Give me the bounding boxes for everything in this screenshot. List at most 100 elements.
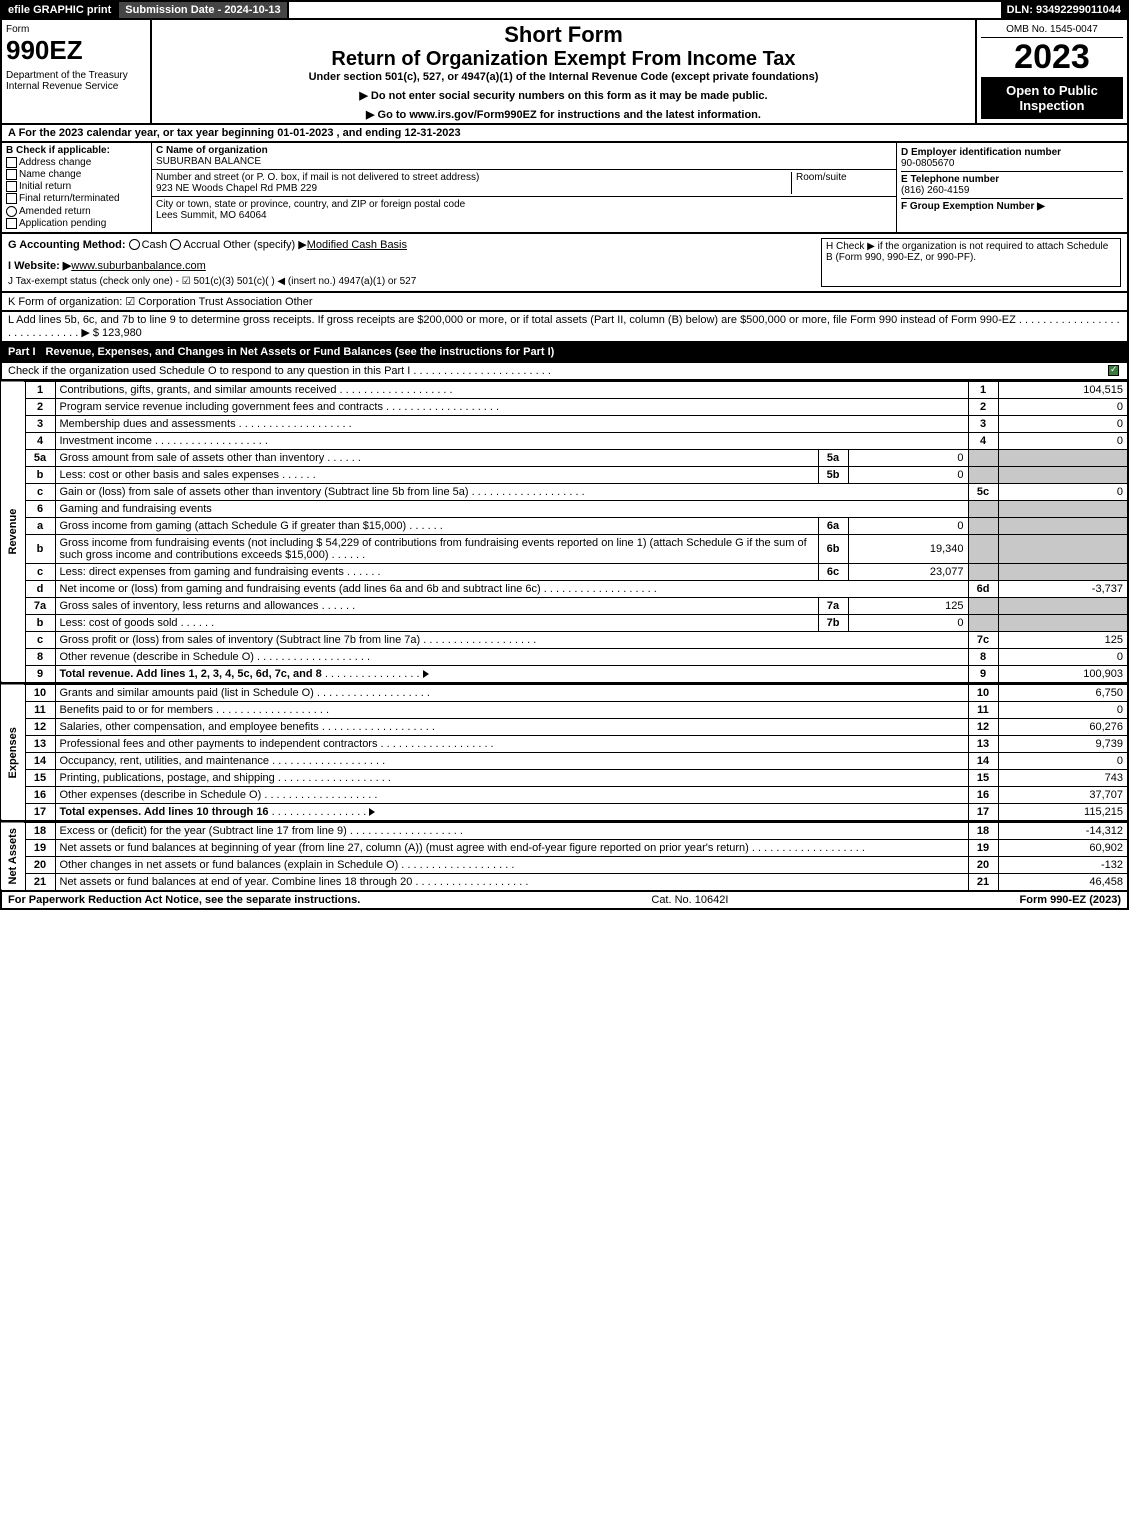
line-num: b	[25, 466, 55, 483]
tax-year: 2023	[981, 38, 1123, 77]
col-val: -3,737	[998, 580, 1128, 597]
note-link: ▶ Go to www.irs.gov/Form990EZ for instru…	[160, 108, 967, 121]
col-val: 6,750	[998, 684, 1128, 701]
tel-block: E Telephone number(816) 260-4159	[901, 172, 1123, 199]
line-row: cGross profit or (loss) from sales of in…	[1, 631, 1128, 648]
line-desc: Total revenue. Add lines 1, 2, 3, 4, 5c,…	[55, 665, 968, 683]
col-ln: 5c	[968, 483, 998, 500]
line-row: 19Net assets or fund balances at beginni…	[1, 839, 1128, 856]
line-desc: Other expenses (describe in Schedule O) …	[55, 786, 968, 803]
line-row: 8Other revenue (describe in Schedule O) …	[1, 648, 1128, 665]
grey	[968, 534, 998, 563]
sub-val: 0	[848, 614, 968, 631]
grey	[968, 563, 998, 580]
top-bar: efile GRAPHIC print Submission Date - 20…	[0, 0, 1129, 20]
grey	[998, 597, 1128, 614]
line-desc: Investment income . . . . . . . . . . . …	[55, 432, 968, 449]
col-d: D Employer identification number90-08056…	[897, 143, 1127, 232]
line-num: 12	[25, 718, 55, 735]
line-desc: Salaries, other compensation, and employ…	[55, 718, 968, 735]
line-row: cLess: direct expenses from gaming and f…	[1, 563, 1128, 580]
line-num: 21	[25, 873, 55, 891]
line-row: 20Other changes in net assets or fund ba…	[1, 856, 1128, 873]
line-j: J Tax-exempt status (check only one) - ☑…	[8, 276, 813, 287]
line-desc: Other revenue (describe in Schedule O) .…	[55, 648, 968, 665]
line-row: Revenue1Contributions, gifts, grants, an…	[1, 381, 1128, 398]
grey	[968, 614, 998, 631]
line-num: 10	[25, 684, 55, 701]
header-right: OMB No. 1545-0047 2023 Open to Public In…	[977, 20, 1127, 123]
sub-num: 5b	[818, 466, 848, 483]
line-row: bLess: cost of goods sold . . . . . .7b0	[1, 614, 1128, 631]
line-num: a	[25, 517, 55, 534]
chk-address[interactable]: Address change	[6, 157, 147, 168]
line-row: 2Program service revenue including gover…	[1, 398, 1128, 415]
lines-g-j: G Accounting Method: Cash Accrual Other …	[0, 234, 1129, 293]
line-row: 17Total expenses. Add lines 10 through 1…	[1, 803, 1128, 821]
col-val: 0	[998, 398, 1128, 415]
col-ln: 16	[968, 786, 998, 803]
line-desc: Grants and similar amounts paid (list in…	[55, 684, 968, 701]
grey	[998, 614, 1128, 631]
col-ln: 2	[968, 398, 998, 415]
line-row: 6Gaming and fundraising events	[1, 500, 1128, 517]
line-row: 9Total revenue. Add lines 1, 2, 3, 4, 5c…	[1, 665, 1128, 683]
grey	[998, 500, 1128, 517]
line-desc: Net assets or fund balances at beginning…	[55, 839, 968, 856]
line-num: 13	[25, 735, 55, 752]
sub-val: 0	[848, 449, 968, 466]
sub-num: 5a	[818, 449, 848, 466]
col-ln: 1	[968, 381, 998, 398]
side-label: Revenue	[1, 381, 25, 683]
line-desc: Gross amount from sale of assets other t…	[55, 449, 818, 466]
grey	[998, 449, 1128, 466]
part1-num: Part I	[8, 346, 36, 358]
part1-check[interactable]	[1108, 365, 1121, 377]
col-b: B Check if applicable: Address change Na…	[2, 143, 152, 232]
line-row: 5aGross amount from sale of assets other…	[1, 449, 1128, 466]
line-desc: Professional fees and other payments to …	[55, 735, 968, 752]
line-num: 9	[25, 665, 55, 683]
col-val: 60,902	[998, 839, 1128, 856]
chk-initial[interactable]: Initial return	[6, 181, 147, 192]
org-addr-block: Number and street (or P. O. box, if mail…	[152, 170, 896, 197]
dln: DLN: 93492299011044	[1001, 2, 1127, 18]
line-row: 16Other expenses (describe in Schedule O…	[1, 786, 1128, 803]
line-desc: Less: cost of goods sold . . . . . .	[55, 614, 818, 631]
org-addr: 923 NE Woods Chapel Rd PMB 229	[156, 183, 317, 194]
col-c: C Name of organizationSUBURBAN BALANCE N…	[152, 143, 897, 232]
line-row: Expenses10Grants and similar amounts pai…	[1, 684, 1128, 701]
line-i: I Website: ▶www.suburbanbalance.com	[8, 259, 813, 272]
chk-final[interactable]: Final return/terminated	[6, 193, 147, 204]
sub-num: 6a	[818, 517, 848, 534]
col-ln: 20	[968, 856, 998, 873]
col-val: 0	[998, 415, 1128, 432]
expenses-table: Expenses10Grants and similar amounts pai…	[0, 684, 1129, 822]
side-label: Net Assets	[1, 822, 25, 891]
col-ln: 11	[968, 701, 998, 718]
line-num: 11	[25, 701, 55, 718]
col-ln: 10	[968, 684, 998, 701]
line-num: c	[25, 483, 55, 500]
col-ln: 8	[968, 648, 998, 665]
line-num: 15	[25, 769, 55, 786]
chk-pending[interactable]: Application pending	[6, 218, 147, 229]
line-k: K Form of organization: ☑ Corporation Tr…	[0, 293, 1129, 312]
chk-amended[interactable]: Amended return	[6, 206, 147, 217]
col-val: 743	[998, 769, 1128, 786]
line-num: 16	[25, 786, 55, 803]
submission-date: Submission Date - 2024-10-13	[119, 2, 288, 18]
line-num: 1	[25, 381, 55, 398]
line-num: 2	[25, 398, 55, 415]
col-val: 0	[998, 483, 1128, 500]
efile-label[interactable]: efile GRAPHIC print	[2, 2, 119, 18]
line-row: 3Membership dues and assessments . . . .…	[1, 415, 1128, 432]
chk-name[interactable]: Name change	[6, 169, 147, 180]
line-row: 13Professional fees and other payments t…	[1, 735, 1128, 752]
line-num: 3	[25, 415, 55, 432]
col-ln: 7c	[968, 631, 998, 648]
footer: For Paperwork Reduction Act Notice, see …	[0, 892, 1129, 910]
sub-num: 6b	[818, 534, 848, 563]
col-ln: 17	[968, 803, 998, 821]
info-grid: B Check if applicable: Address change Na…	[0, 143, 1129, 234]
